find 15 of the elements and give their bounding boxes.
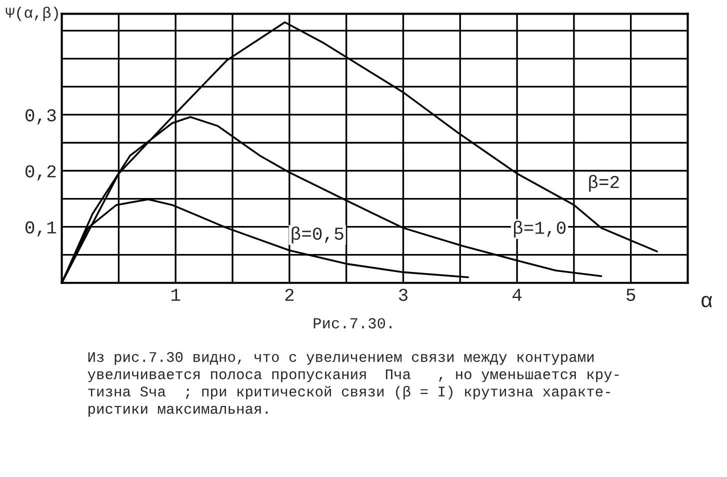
y-axis-title: Ψ(α,β) xyxy=(6,6,58,21)
y-tick-label: 0,1 xyxy=(26,221,56,237)
series-label: β=0,5 xyxy=(292,226,344,244)
y-tick-label: 0,3 xyxy=(26,109,56,124)
series-label: β=1,0 xyxy=(514,220,566,238)
text: Рис.7.30. xyxy=(314,318,392,328)
series-label: β=2 xyxy=(589,174,619,192)
x-tick-label: 2 xyxy=(285,288,294,301)
y-tick-label: 0,2 xyxy=(26,165,56,181)
x-tick-label: 4 xyxy=(512,288,522,301)
x-tick-label: 1 xyxy=(171,288,180,301)
x-axis-title: α xyxy=(702,296,712,308)
text: Из рис.7.30 видно, что с увеличением связи между контурами увеличивается полоса пропускания Пча , но уменьшается кру- тизна Sча ; при критической связи (β = I) крутизна характе- ристики максимальная. xyxy=(88,352,619,417)
x-tick-label: 3 xyxy=(398,288,408,301)
x-tick-label: 5 xyxy=(626,288,636,301)
